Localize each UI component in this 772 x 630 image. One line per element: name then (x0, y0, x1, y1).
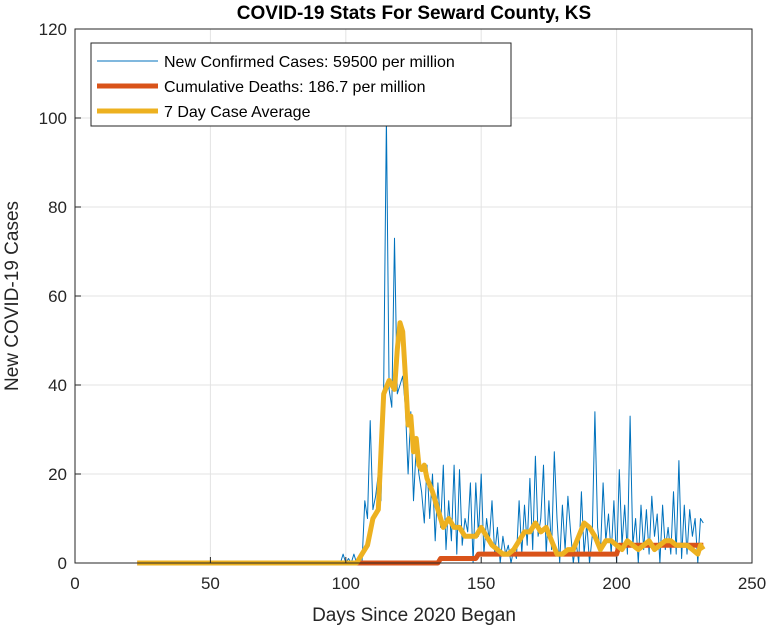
x-tick-label: 100 (332, 574, 360, 593)
chart-title: COVID-19 Stats For Seward County, KS (237, 3, 591, 24)
x-tick-label: 200 (602, 574, 630, 593)
legend: New Confirmed Cases: 59500 per million Cu… (90, 42, 512, 127)
case-average-line (137, 320, 706, 566)
legend-label: 7 Day Case Average (164, 104, 311, 121)
x-tick-label: 250 (738, 574, 766, 593)
y-tick-label: 80 (48, 198, 67, 217)
x-axis-label: Days Since 2020 Began (312, 605, 516, 626)
y-tick-label: 20 (48, 465, 67, 484)
y-tick-label: 0 (58, 554, 67, 573)
legend-label: New Confirmed Cases: 59500 per million (164, 54, 455, 71)
x-tick-label: 0 (70, 574, 79, 593)
y-tick-label: 120 (39, 20, 67, 39)
legend-item-case-average: 7 Day Case Average (97, 104, 311, 121)
y-tick-label: 40 (48, 376, 67, 395)
legend-label: Cumulative Deaths: 186.7 per million (164, 79, 425, 96)
legend-item-cumulative-deaths: Cumulative Deaths: 186.7 per million (97, 79, 425, 96)
x-tick-label: 50 (201, 574, 220, 593)
y-tick-label: 60 (48, 287, 67, 306)
legend-box (90, 42, 512, 127)
legend-item-new-cases: New Confirmed Cases: 59500 per million (97, 54, 455, 71)
y-tick-label: 100 (39, 109, 67, 128)
x-tick-label: 150 (467, 574, 495, 593)
axis-ticks: 0 50 100 150 200 250 0 20 40 60 80 100 120 (39, 20, 767, 593)
y-axis-label: New COVID-19 Cases (2, 201, 23, 391)
